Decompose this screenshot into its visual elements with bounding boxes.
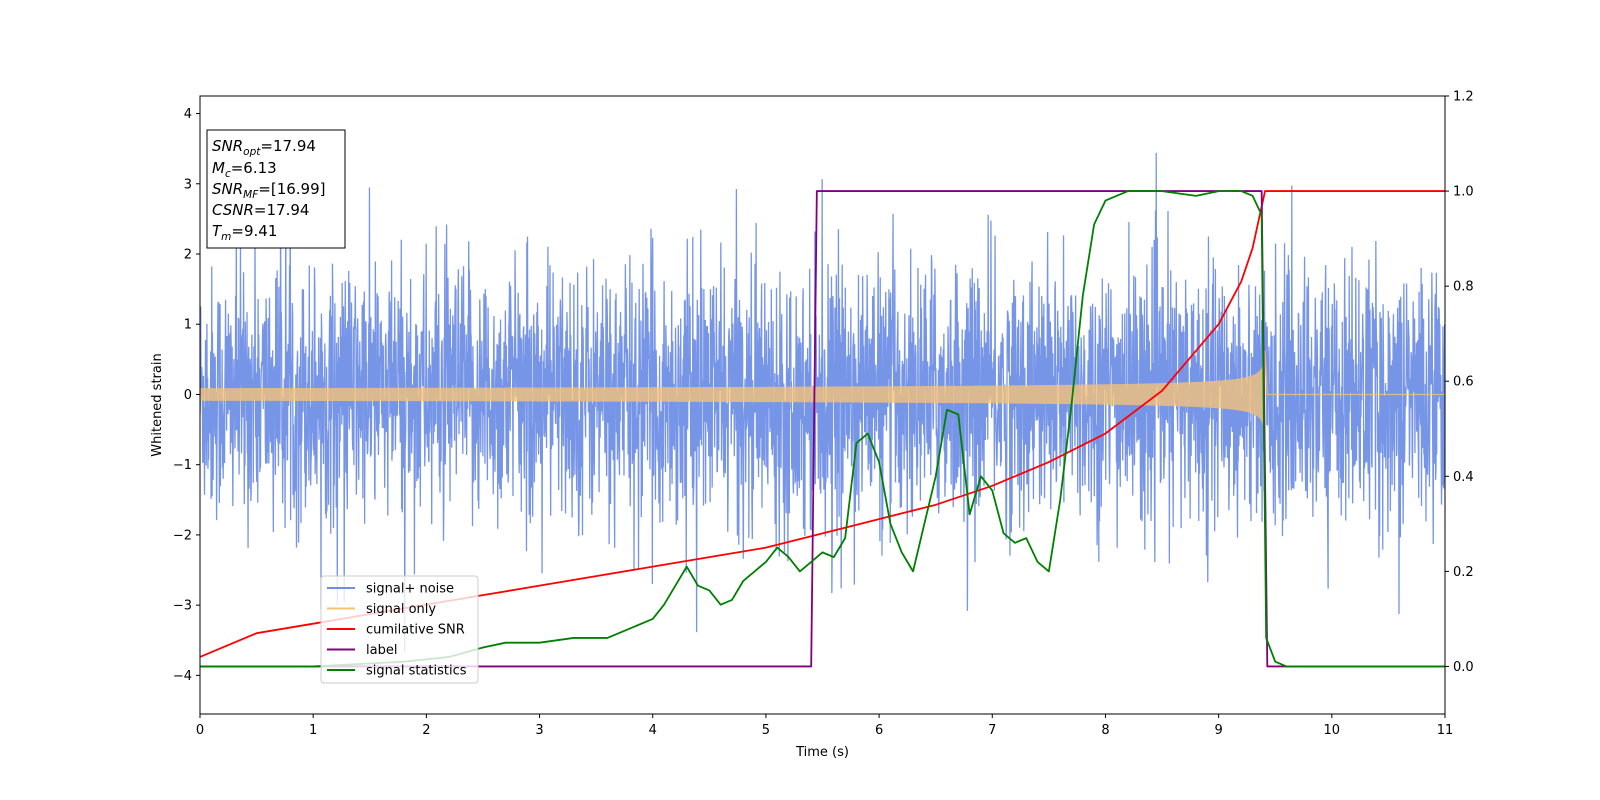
x-tick-label: 1 [309, 723, 317, 738]
y-axis-right: 0.0 0.2 0.4 0.6 0.8 1.0 1.2 [1445, 90, 1474, 675]
x-tick-label: 10 [1324, 723, 1341, 738]
y-tick-label-right: 0.2 [1453, 565, 1474, 580]
annotation-line: CSNR=17.94 [212, 201, 309, 219]
y-tick-label-left: 4 [184, 107, 192, 122]
x-tick-label: 0 [196, 723, 204, 738]
y-tick-label-left: −1 [173, 458, 192, 473]
x-tick-label: 9 [1214, 723, 1222, 738]
y-tick-label-left: 2 [184, 248, 192, 263]
legend-entry-signal-only: signal only [366, 602, 436, 617]
annotation-line: SNRopt=17.94 [212, 137, 316, 158]
y-axis-left: −4 −3 −2 −1 0 1 2 3 4 [173, 107, 200, 684]
annotation-line: Mc=6.13 [212, 159, 277, 180]
annotation-line: SNRMF=[16.99] [212, 180, 326, 201]
y-tick-label-left: 3 [184, 177, 192, 192]
y-tick-label-left: 1 [184, 318, 192, 333]
x-tick-label: 8 [1101, 723, 1109, 738]
y-tick-label-left: −3 [173, 599, 192, 614]
y-tick-label-right: 0.4 [1453, 470, 1474, 485]
x-tick-label: 7 [988, 723, 996, 738]
y-axis-label: Whitened strain [150, 353, 165, 456]
annotation-box: SNRopt=17.94Mc=6.13SNRMF=[16.99]CSNR=17.… [206, 129, 346, 249]
y-tick-label-left: 0 [184, 388, 192, 403]
legend-frame [320, 575, 479, 684]
series-signal-only [200, 350, 1445, 439]
legend-entry-label: label [366, 643, 397, 658]
y-tick-label-right: 1.2 [1453, 90, 1474, 105]
y-tick-label-left: −2 [173, 528, 192, 543]
x-axis-label: Time (s) [795, 745, 849, 760]
legend-entry-signal-statistics: signal statistics [366, 664, 467, 679]
legend: signal+ noise signal only cumilative SNR la… [320, 575, 479, 684]
annotation-line: Tm=9.41 [212, 222, 277, 243]
annotation-frame [206, 129, 346, 249]
x-tick-label: 6 [875, 723, 883, 738]
x-tick-label: 5 [762, 723, 770, 738]
axes-frame [199, 95, 1446, 715]
x-tick-label: 11 [1437, 723, 1454, 738]
y-tick-label-right: 1.0 [1453, 185, 1474, 200]
y-tick-label-right: 0.0 [1453, 660, 1474, 675]
x-tick-label: 4 [649, 723, 657, 738]
x-axis: 0 1 2 3 4 5 6 7 8 9 10 11 [196, 714, 1453, 738]
x-tick-label: 3 [535, 723, 543, 738]
x-tick-label: 2 [422, 723, 430, 738]
legend-entry-signal-noise: signal+ noise [366, 582, 454, 597]
series-signal-statistics [200, 190, 1445, 668]
y-tick-label-right: 0.6 [1453, 375, 1474, 390]
y-tick-label-left: −4 [173, 669, 192, 684]
legend-entry-cumulative-snr: cumilative SNR [366, 623, 465, 638]
y-tick-label-right: 0.8 [1453, 280, 1474, 295]
